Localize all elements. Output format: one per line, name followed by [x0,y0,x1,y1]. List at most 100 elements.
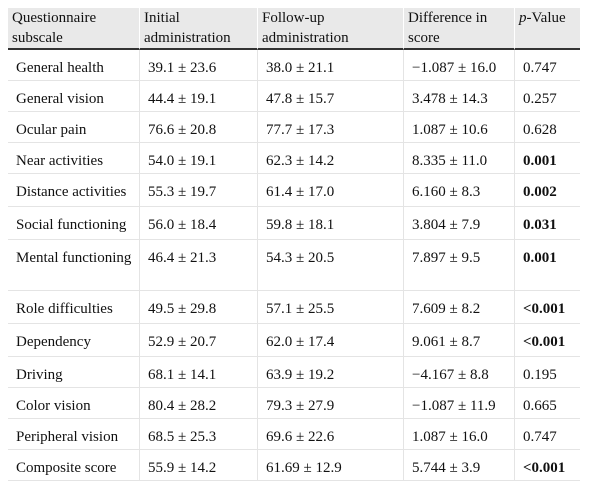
cell-p-value: 0.195 [515,357,580,388]
cell-initial-text: 49.5 ± 29.8 [148,301,217,317]
table-row: Peripheral vision 68.5 ± 25.3 69.6 ± 22.6 1… [8,419,580,450]
cell-p-value-text: <0.001 [523,460,566,476]
cell-initial-text: 55.3 ± 19.7 [148,184,217,200]
cell-followup-text: 61.4 ± 17.0 [266,184,335,200]
cell-subscale-text: General vision [16,91,104,107]
cell-p-value: <0.001 [515,450,580,481]
cell-initial-text: 54.0 ± 19.1 [148,153,217,169]
cell-subscale-text: Role difficulties [16,301,113,317]
cell-initial: 44.4 ± 19.1 [140,81,258,112]
cell-initial: 68.1 ± 14.1 [140,357,258,388]
cell-difference-text: −1.087 ± 16.0 [412,60,497,76]
header-followup: Follow-up administration [258,8,404,50]
cell-subscale-text: Ocular pain [16,122,87,138]
cell-initial-text: 52.9 ± 20.7 [148,334,217,350]
cell-initial-text: 68.5 ± 25.3 [148,429,217,445]
cell-followup-text: 77.7 ± 17.3 [266,122,335,138]
results-table-container: Questionnaire subscale Initial administr… [8,8,580,481]
cell-subscale: Distance activities [8,174,140,207]
cell-followup: 47.8 ± 15.7 [258,81,404,112]
cell-p-value-text: 0.628 [523,122,557,138]
cell-initial-text: 68.1 ± 14.1 [148,367,217,383]
cell-difference-text: 3.804 ± 7.9 [412,217,481,233]
cell-subscale-text: Peripheral vision [16,429,119,445]
cell-p-value-text: 0.665 [523,398,557,414]
cell-difference: 3.804 ± 7.9 [404,207,515,240]
cell-subscale: Near activities [8,143,140,174]
cell-difference: 9.061 ± 8.7 [404,324,515,357]
cell-difference: 8.335 ± 11.0 [404,143,515,174]
cell-difference: −4.167 ± 8.8 [404,357,515,388]
cell-p-value: 0.747 [515,419,580,450]
cell-p-value: 0.665 [515,388,580,419]
cell-subscale-text: Distance activities [16,184,127,200]
cell-difference: 3.478 ± 14.3 [404,81,515,112]
cell-initial: 55.3 ± 19.7 [140,174,258,207]
cell-initial: 76.6 ± 20.8 [140,112,258,143]
cell-initial-text: 44.4 ± 19.1 [148,91,217,107]
cell-difference-text: 7.609 ± 8.2 [412,301,481,317]
cell-subscale-text: Near activities [16,153,104,169]
table-row: Color vision 80.4 ± 28.2 79.3 ± 27.9 −1.087… [8,388,580,419]
table-row: Composite score 55.9 ± 14.2 61.69 ± 12.9 5.… [8,450,580,481]
cell-followup: 77.7 ± 17.3 [258,112,404,143]
cell-followup-text: 54.3 ± 20.5 [266,250,335,266]
cell-followup: 62.0 ± 17.4 [258,324,404,357]
cell-p-value-text: 0.747 [523,60,557,76]
cell-followup: 62.3 ± 14.2 [258,143,404,174]
cell-difference-text: 9.061 ± 8.7 [412,334,481,350]
cell-subscale: Driving [8,357,140,388]
cell-initial: 56.0 ± 18.4 [140,207,258,240]
cell-followup-text: 69.6 ± 22.6 [266,429,335,445]
cell-p-value-text: 0.195 [523,367,557,383]
cell-followup-text: 38.0 ± 21.1 [266,60,335,76]
table-body: General health 39.1 ± 23.6 38.0 ± 21.1 −1.0… [8,50,580,481]
cell-subscale: General vision [8,81,140,112]
cell-initial: 80.4 ± 28.2 [140,388,258,419]
cell-followup-text: 62.0 ± 17.4 [266,334,335,350]
header-initial: Initial administration [140,8,258,50]
header-row: Questionnaire subscale Initial administr… [8,8,580,50]
cell-initial-text: 46.4 ± 21.3 [148,250,217,266]
cell-difference-text: −4.167 ± 8.8 [412,367,489,383]
cell-initial-text: 56.0 ± 18.4 [148,217,217,233]
header-p-italic: p [519,10,527,26]
cell-difference: 1.087 ± 16.0 [404,419,515,450]
cell-followup-text: 57.1 ± 25.5 [266,301,335,317]
cell-p-value: 0.257 [515,81,580,112]
cell-initial-text: 39.1 ± 23.6 [148,60,217,76]
cell-p-value-text: 0.001 [523,250,557,266]
cell-followup: 61.69 ± 12.9 [258,450,404,481]
cell-initial: 39.1 ± 23.6 [140,50,258,81]
table-row: Role difficulties 49.5 ± 29.8 57.1 ± 25.5 7… [8,291,580,324]
cell-initial: 52.9 ± 20.7 [140,324,258,357]
cell-subscale: Social functioning [8,207,140,240]
cell-difference-text: 1.087 ± 10.6 [412,122,488,138]
cell-subscale: General health [8,50,140,81]
cell-subscale-text: Mental functioning [16,250,132,266]
header-p-rest: -Value [526,10,566,26]
cell-subscale-text: Color vision [16,398,91,414]
cell-initial: 46.4 ± 21.3 [140,240,258,291]
cell-difference-text: 3.478 ± 14.3 [412,91,488,107]
cell-difference-text: 5.744 ± 3.9 [412,460,481,476]
cell-difference: 7.897 ± 9.5 [404,240,515,291]
table-row: Distance activities 55.3 ± 19.7 61.4 ± 17.… [8,174,580,207]
cell-p-value-text: 0.257 [523,91,557,107]
cell-difference: −1.087 ± 11.9 [404,388,515,419]
cell-followup-text: 59.8 ± 18.1 [266,217,335,233]
cell-subscale-text: Dependency [16,334,91,350]
cell-initial-text: 55.9 ± 14.2 [148,460,217,476]
table-row: Driving 68.1 ± 14.1 63.9 ± 19.2 −4.167 ± 8.… [8,357,580,388]
header-difference: Difference in score [404,8,515,50]
cell-subscale-text: Social functioning [16,217,127,233]
table-row: Dependency 52.9 ± 20.7 62.0 ± 17.4 9.061 ± … [8,324,580,357]
cell-subscale-text: Composite score [16,460,117,476]
cell-subscale: Dependency [8,324,140,357]
cell-p-value-text: <0.001 [523,301,566,317]
cell-followup: 61.4 ± 17.0 [258,174,404,207]
cell-followup: 38.0 ± 21.1 [258,50,404,81]
table-row: Social functioning 56.0 ± 18.4 59.8 ± 18.1… [8,207,580,240]
cell-initial-text: 76.6 ± 20.8 [148,122,217,138]
cell-difference-text: −1.087 ± 11.9 [412,398,496,414]
